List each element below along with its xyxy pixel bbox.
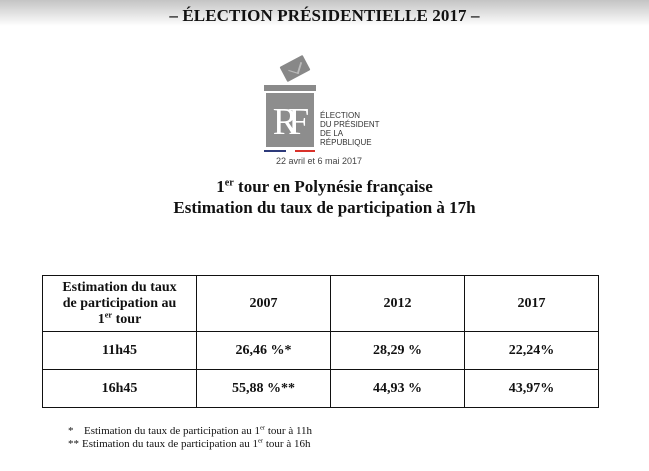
logo-text-line: RÉPUBLIQUE (320, 138, 372, 147)
table-row: 11h45 26,46 %* 28,29 % 22,24% (42, 331, 599, 370)
header-cell-label: Estimation du taux de participation au 1… (42, 275, 197, 332)
logo-date: 22 avril et 6 mai 2017 (276, 156, 363, 166)
footnote: ** Estimation du taux de participation au… (68, 437, 311, 450)
logo-text-line: DE LA (320, 129, 344, 138)
flag-red-stripe (295, 150, 315, 152)
row-time: 11h45 (42, 331, 197, 370)
page-title: – ÉLECTION PRÉSIDENTIELLE 2017 – (169, 6, 480, 25)
footnote: * Estimation du taux de participation au … (68, 424, 313, 437)
subtitle: 1er tour en Polynésie française Estimati… (0, 176, 649, 218)
cell-value: 44,93 % (330, 369, 465, 408)
logo-text: ÉLECTION DU PRÉSIDENT DE LA RÉPUBLIQUE (320, 111, 380, 147)
header-cell-year: 2012 (330, 275, 465, 332)
row-time: 16h45 (42, 369, 197, 408)
election-logo: RF ÉLECTION DU PRÉSIDENT DE LA RÉPUBLIQU… (262, 54, 402, 168)
top-gradient (0, 0, 649, 26)
envelope-icon (279, 54, 311, 83)
subtitle-line-1: 1er tour en Polynésie française (216, 177, 433, 196)
table-header-row: Estimation du taux de participation au 1… (42, 275, 599, 332)
cell-value: 26,46 %* (196, 331, 331, 370)
flag-blue-stripe (264, 150, 286, 152)
cell-value: 22,24% (464, 331, 599, 370)
cell-value: 28,29 % (330, 331, 465, 370)
logo-text-line: DU PRÉSIDENT (320, 120, 380, 129)
subtitle-line-2: Estimation du taux de participation à 17… (173, 198, 476, 217)
footnotes: * Estimation du taux de participation au … (68, 425, 312, 451)
rf-monogram: RF (272, 101, 310, 143)
participation-table: Estimation du taux de participation au 1… (42, 275, 599, 408)
table-row: 16h45 55,88 %** 44,93 % 43,97% (42, 369, 599, 408)
logo-text-line: ÉLECTION (320, 111, 361, 120)
header-cell-year: 2007 (196, 275, 331, 332)
header-cell-year: 2017 (464, 275, 599, 332)
rf-monogram-icon: RF (266, 93, 314, 147)
cell-value: 55,88 %** (196, 369, 331, 408)
ballot-box-slot (264, 85, 316, 91)
cell-value: 43,97% (464, 369, 599, 408)
